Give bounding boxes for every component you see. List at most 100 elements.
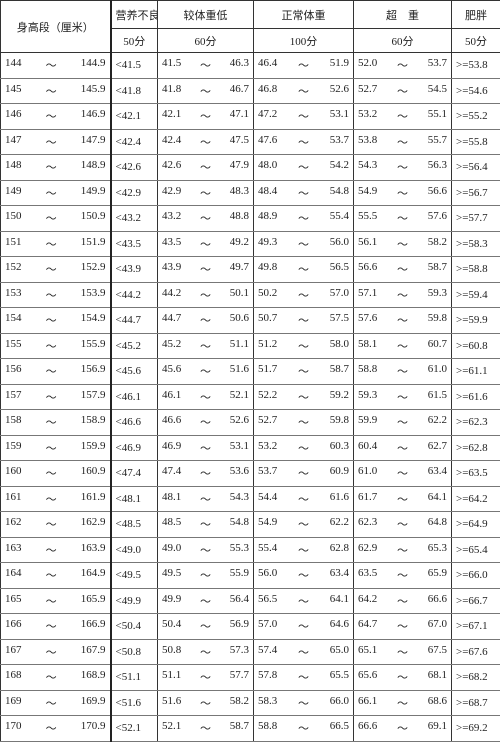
- range-separator: ～: [397, 187, 408, 200]
- range-separator: ～: [298, 646, 309, 659]
- value-cell: >=69.2: [451, 715, 500, 742]
- range-from: 44.2: [162, 286, 182, 299]
- range-separator: ～: [45, 366, 57, 379]
- range-separator: ～: [298, 162, 309, 175]
- range-cell: 51.2 ～ 58.0: [253, 332, 354, 359]
- range-from: 168: [5, 669, 22, 682]
- range: 64.7 ～ 67.0: [358, 618, 447, 634]
- range-cell: 58.8 ～ 66.5: [253, 715, 354, 742]
- range-from: 52.2: [258, 388, 278, 401]
- range: 55.4 ～ 62.8: [258, 542, 349, 558]
- range-separator: ～: [397, 315, 408, 328]
- range-separator: ～: [397, 289, 408, 302]
- data-row: 169 ～ 169.9 <51.6 51.6 ～ 58.2 58.3 ～ 66.0 66.1 ～ 68.…: [0, 689, 500, 716]
- range-cell: 42.9 ～ 48.3: [157, 179, 254, 206]
- range: 48.4 ～ 54.8: [258, 185, 349, 201]
- range-from: 41.5: [162, 57, 182, 70]
- range: 48.5 ～ 54.8: [162, 516, 249, 532]
- data-row: 167 ～ 167.9 <50.8 50.8 ～ 57.3 57.4 ～ 65.0 65.1 ～ 67.…: [0, 638, 500, 665]
- range-to: 57.6: [427, 210, 447, 223]
- range-cell: 49.8 ～ 56.5: [253, 256, 354, 283]
- data-row: 149 ～ 149.9 <42.9 42.9 ～ 48.3 48.4 ～ 54.8 54.9 ～ 56.…: [0, 179, 500, 206]
- range-from: 46.9: [162, 439, 182, 452]
- range-from: 47.4: [162, 465, 182, 478]
- range-separator: ～: [45, 417, 57, 430]
- range-cell: 144 ～ 144.9: [0, 52, 112, 79]
- range-to: 64.1: [427, 490, 447, 503]
- range-separator: ～: [397, 366, 408, 379]
- range-from: 48.9: [258, 210, 278, 223]
- range-to: 158.9: [80, 414, 106, 427]
- range-cell: 66.1 ～ 68.6: [353, 689, 452, 716]
- range-cell: 41.5 ～ 46.3: [157, 52, 254, 79]
- range-cell: 54.4 ～ 61.6: [253, 485, 354, 512]
- range-separator: ～: [397, 570, 408, 583]
- range-separator: ～: [397, 672, 408, 685]
- range: 52.2 ～ 59.2: [258, 389, 349, 405]
- range-from: 57.6: [358, 312, 378, 325]
- range-separator: ～: [45, 136, 57, 149]
- range-cell: 50.7 ～ 57.5: [253, 307, 354, 334]
- range-from: 56.6: [358, 261, 378, 274]
- range: 157 ～ 157.9: [5, 389, 106, 405]
- range-to: 53.1: [229, 439, 249, 452]
- range-cell: 41.8 ～ 46.7: [157, 77, 254, 104]
- range-from: 65.6: [358, 669, 378, 682]
- range-cell: 47.2 ～ 53.1: [253, 103, 354, 130]
- range: 56.0 ～ 63.4: [258, 567, 349, 583]
- range-to: 55.4: [329, 210, 349, 223]
- range-to: 58.7: [427, 261, 447, 274]
- range: 57.6 ～ 59.8: [358, 312, 447, 328]
- range-to: 62.8: [329, 541, 349, 554]
- range: 54.4 ～ 61.6: [258, 491, 349, 507]
- range: 46.1 ～ 52.1: [162, 389, 249, 405]
- value-cell: <44.7: [110, 307, 158, 334]
- range-from: 63.5: [358, 567, 378, 580]
- range-to: 168.9: [80, 669, 106, 682]
- range-from: 59.3: [358, 388, 378, 401]
- value-cell: >=53.8: [451, 52, 500, 79]
- range: 170 ～ 170.9: [5, 720, 106, 736]
- range: 165 ～ 165.9: [5, 593, 106, 609]
- range-cell: 51.1 ～ 57.7: [157, 664, 254, 691]
- range-cell: 45.6 ～ 51.6: [157, 358, 254, 385]
- range-separator: ～: [298, 697, 309, 710]
- range-separator: ～: [298, 544, 309, 557]
- range-separator: ～: [200, 442, 211, 455]
- range-cell: 54.3 ～ 56.3: [353, 154, 452, 181]
- range-separator: ～: [45, 468, 57, 481]
- range-cell: 47.6 ～ 53.7: [253, 128, 354, 155]
- range-cell: 53.8 ～ 55.7: [353, 128, 452, 155]
- range-from: 46.6: [162, 414, 182, 427]
- range: 52.1 ～ 58.7: [162, 720, 249, 736]
- range-to: 66.6: [427, 592, 447, 605]
- range-to: 65.9: [427, 567, 447, 580]
- value-cell: >=59.4: [451, 281, 500, 308]
- range-to: 63.4: [427, 465, 447, 478]
- column-name: 营养不良: [110, 0, 158, 29]
- range-from: 62.3: [358, 516, 378, 529]
- range-to: 49.2: [229, 235, 249, 248]
- range: 49.3 ～ 56.0: [258, 236, 349, 252]
- range-separator: ～: [200, 340, 211, 353]
- range: 161 ～ 161.9: [5, 491, 106, 507]
- range-to: 60.3: [329, 439, 349, 452]
- range-to: 53.7: [329, 133, 349, 146]
- range-separator: ～: [200, 493, 211, 506]
- range: 43.5 ～ 49.2: [162, 236, 249, 252]
- data-row: 155 ～ 155.9 <45.2 45.2 ～ 51.1 51.2 ～ 58.0 58.1 ～ 60.…: [0, 332, 500, 359]
- range: 159 ～ 159.9: [5, 440, 106, 456]
- range: 50.4 ～ 56.9: [162, 618, 249, 634]
- range-separator: ～: [298, 417, 309, 430]
- range: 47.4 ～ 53.6: [162, 465, 249, 481]
- range-from: 54.9: [258, 516, 278, 529]
- range-to: 146.9: [80, 108, 106, 121]
- range: 66.6 ～ 69.1: [358, 720, 447, 736]
- value-cell: <50.4: [110, 613, 158, 640]
- range: 58.8 ～ 66.5: [258, 720, 349, 736]
- range-from: 57.4: [258, 643, 278, 656]
- range: 43.2 ～ 48.8: [162, 210, 249, 226]
- range-to: 65.0: [329, 643, 349, 656]
- value-cell: >=57.7: [451, 205, 500, 232]
